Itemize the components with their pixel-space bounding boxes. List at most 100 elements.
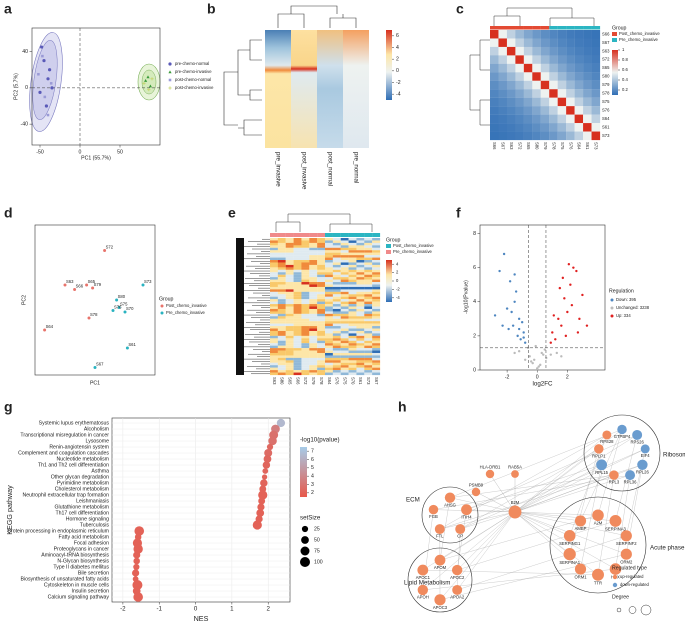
heatmap-cell bbox=[293, 240, 302, 243]
label: 1 bbox=[622, 47, 625, 52]
heatmap-cell bbox=[332, 257, 341, 261]
heatmap-cell bbox=[340, 252, 349, 256]
heatmap-cell bbox=[325, 264, 333, 268]
heatmap-cell bbox=[277, 269, 286, 273]
heatmap-cell bbox=[566, 63, 575, 73]
heatmap-cell bbox=[309, 299, 318, 302]
heatmap-cell bbox=[356, 313, 365, 317]
heatmap-cell bbox=[532, 89, 541, 98]
node bbox=[574, 515, 587, 527]
heatmap-cell bbox=[583, 114, 592, 124]
point bbox=[566, 310, 569, 314]
node bbox=[452, 584, 463, 595]
heatmap-cell bbox=[277, 345, 286, 349]
edge bbox=[514, 475, 614, 513]
heatmap-cell bbox=[356, 242, 365, 246]
node bbox=[563, 548, 576, 561]
heatmap-cell bbox=[270, 330, 278, 334]
heatmap-cell bbox=[591, 97, 601, 107]
heatmap-cell bbox=[574, 80, 584, 90]
heatmap-cell bbox=[309, 330, 318, 334]
heatmap-cell bbox=[348, 348, 357, 351]
label: S65 bbox=[288, 377, 293, 385]
heatmap-cell bbox=[325, 306, 333, 310]
heatmap-cell bbox=[301, 282, 310, 285]
dendrogram bbox=[223, 39, 262, 136]
heatmap-cell bbox=[348, 370, 357, 373]
heatmap-cell bbox=[523, 63, 533, 73]
label: NES bbox=[194, 614, 209, 623]
heatmap-cell bbox=[498, 114, 508, 124]
legend-marker bbox=[168, 86, 172, 90]
heatmap-cell bbox=[348, 311, 357, 314]
label: Th1 and Th2 cell differentiation bbox=[38, 462, 109, 468]
heatmap-cell bbox=[348, 299, 357, 302]
heatmap-cell bbox=[532, 114, 541, 124]
heatmap-cell bbox=[270, 333, 278, 336]
point bbox=[522, 331, 525, 334]
heatmap-cell bbox=[301, 372, 310, 376]
node bbox=[617, 424, 627, 435]
heatmap-cell bbox=[332, 335, 341, 339]
heatmap-cell bbox=[285, 257, 294, 261]
heatmap-cell bbox=[566, 80, 575, 90]
heatmap-cell bbox=[309, 286, 318, 290]
label: A2M bbox=[594, 521, 603, 526]
point bbox=[523, 358, 527, 361]
heatmap-cell bbox=[317, 340, 326, 344]
edge bbox=[580, 429, 623, 521]
heatmap-cell bbox=[317, 304, 326, 307]
heatmap-cell bbox=[490, 123, 499, 132]
heatmap-cell bbox=[293, 304, 302, 307]
group-bar bbox=[532, 26, 541, 30]
heatmap-cell bbox=[301, 301, 310, 305]
heatmap-cell bbox=[332, 291, 341, 295]
label: S64 bbox=[602, 116, 610, 121]
heatmap-cell bbox=[348, 330, 357, 334]
heatmap-cell bbox=[583, 30, 592, 39]
point bbox=[545, 356, 548, 360]
heatmap-column bbox=[317, 30, 343, 148]
heatmap-cell bbox=[285, 242, 294, 246]
heatmap-cell bbox=[506, 55, 516, 64]
heatmap-cell bbox=[356, 272, 365, 275]
label: RAB5A bbox=[508, 465, 522, 470]
label: S73 bbox=[602, 133, 610, 138]
heatmap-cell bbox=[532, 38, 541, 48]
heatmap-cell bbox=[591, 89, 601, 98]
heatmap-cell bbox=[372, 311, 381, 314]
heatmap-cell bbox=[301, 311, 310, 314]
heatmap-cell bbox=[498, 30, 508, 39]
label: Fatty acid metabolism bbox=[59, 534, 109, 540]
heatmap-cell bbox=[270, 365, 278, 368]
heatmap-cell bbox=[332, 260, 341, 263]
heatmap-cell bbox=[270, 296, 278, 300]
heatmap-cell bbox=[364, 311, 373, 314]
label: S66 bbox=[295, 377, 300, 385]
point bbox=[115, 298, 119, 302]
heatmap-cell bbox=[277, 240, 286, 243]
heatmap-cell bbox=[317, 245, 326, 248]
heatmap-cell bbox=[372, 365, 381, 368]
label: Post_chemo_invasive bbox=[393, 243, 434, 248]
point bbox=[125, 346, 129, 350]
heatmap-cell bbox=[325, 362, 333, 366]
heatmap-cell bbox=[293, 360, 302, 363]
heatmap-cell bbox=[364, 240, 373, 243]
heatmap-cell bbox=[301, 284, 310, 288]
heatmap-cell bbox=[356, 289, 365, 292]
edge bbox=[422, 511, 516, 591]
point bbox=[142, 81, 146, 85]
heatmap-cell bbox=[332, 284, 341, 288]
heatmap-cell bbox=[340, 370, 349, 373]
heatmap-cell bbox=[325, 352, 333, 356]
heatmap-cell bbox=[293, 238, 302, 241]
heatmap-cell bbox=[340, 255, 349, 258]
heatmap-cell bbox=[356, 340, 365, 344]
label: Pre_chemo_invasive bbox=[166, 310, 206, 315]
heatmap-cell bbox=[293, 357, 302, 361]
heatmap-cell bbox=[372, 279, 381, 283]
heatmap-cell bbox=[285, 282, 294, 285]
heatmap-cell bbox=[317, 355, 326, 358]
heatmap-cell bbox=[340, 272, 349, 275]
